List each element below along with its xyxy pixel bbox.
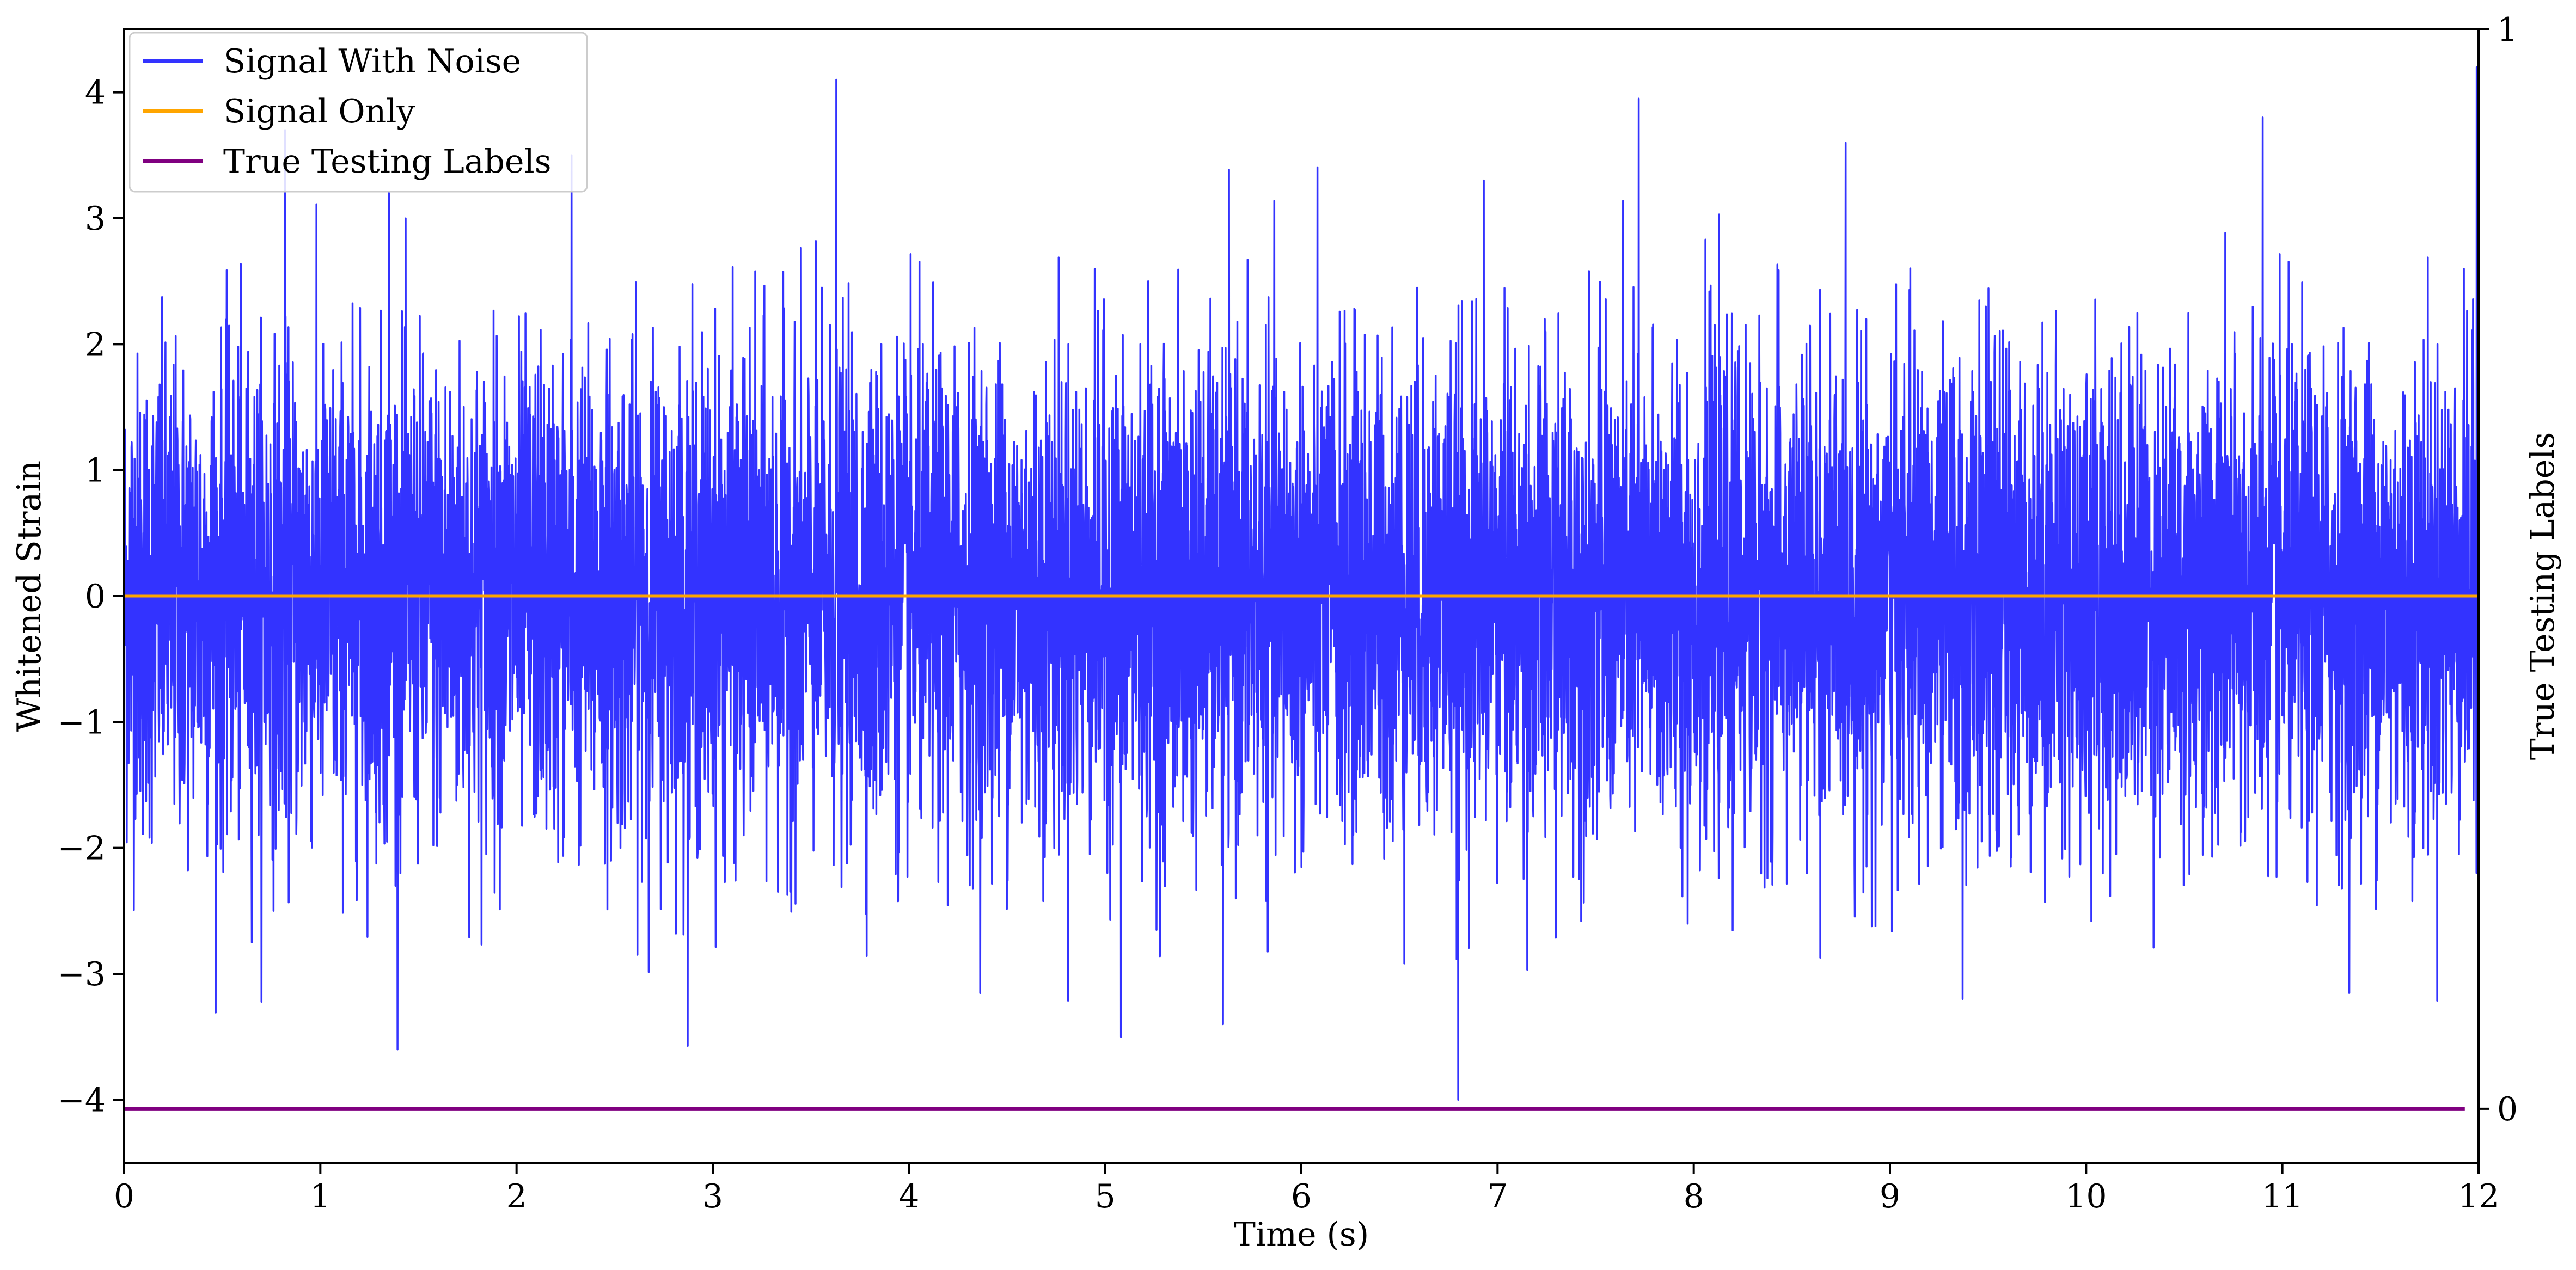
- y-tick-label: −1: [58, 703, 106, 741]
- series-signal-with-noise: [123, 66, 2480, 1101]
- x-tick-label: 5: [1095, 1177, 1116, 1216]
- y-tick-label: −4: [58, 1081, 106, 1119]
- x-tick-label: 11: [2261, 1177, 2303, 1216]
- x-tick-label: 10: [2065, 1177, 2107, 1216]
- x-tick-label: 9: [1880, 1177, 1900, 1216]
- legend-box: [129, 32, 588, 193]
- legend-label-true-testing-labels: True Testing Labels: [223, 143, 552, 181]
- x-tick-label: 8: [1684, 1177, 1704, 1216]
- x-tick-label: 0: [114, 1177, 134, 1216]
- plot-area: [123, 66, 2480, 1111]
- y-axis-right-ticks: 01: [2479, 11, 2518, 1128]
- legend-label-signal-only: Signal Only: [223, 93, 415, 131]
- x-tick-label: 2: [506, 1177, 527, 1216]
- y-tick-label: 2: [85, 326, 106, 364]
- y-tick-label: −3: [58, 955, 106, 993]
- y-axis-right-title: True Testing Labels: [2524, 432, 2562, 760]
- x-tick-label: 7: [1487, 1177, 1508, 1216]
- y-tick-label: −2: [58, 830, 106, 868]
- y-tick-label: 1: [85, 452, 106, 490]
- y-right-tick-label: 0: [2497, 1090, 2518, 1128]
- y-axis-left-title: Whitened Strain: [10, 461, 48, 732]
- y-axis-left-ticks: −4 −3 −2 −1 0 1 2 3 4: [58, 74, 124, 1119]
- x-tick-label: 6: [1291, 1177, 1312, 1216]
- x-tick-label: 4: [898, 1177, 919, 1216]
- x-axis-ticks: 0 1 2 3 4 5 6 7 8 9 10 11 12: [114, 1163, 2499, 1216]
- signal-with-noise-line: [123, 66, 2480, 1101]
- y-right-tick-label: 1: [2497, 11, 2518, 49]
- x-tick-label: 3: [702, 1177, 723, 1216]
- x-tick-label: 12: [2458, 1177, 2499, 1216]
- y-tick-label: 4: [85, 74, 106, 112]
- y-tick-label: 0: [85, 578, 106, 616]
- legend-label-signal-with-noise: Signal With Noise: [223, 42, 521, 81]
- x-axis-title: Time (s): [1234, 1216, 1369, 1254]
- y-tick-label: 3: [85, 200, 106, 238]
- x-tick-label: 1: [310, 1177, 331, 1216]
- legend: Signal With Noise Signal Only True Testi…: [129, 32, 588, 193]
